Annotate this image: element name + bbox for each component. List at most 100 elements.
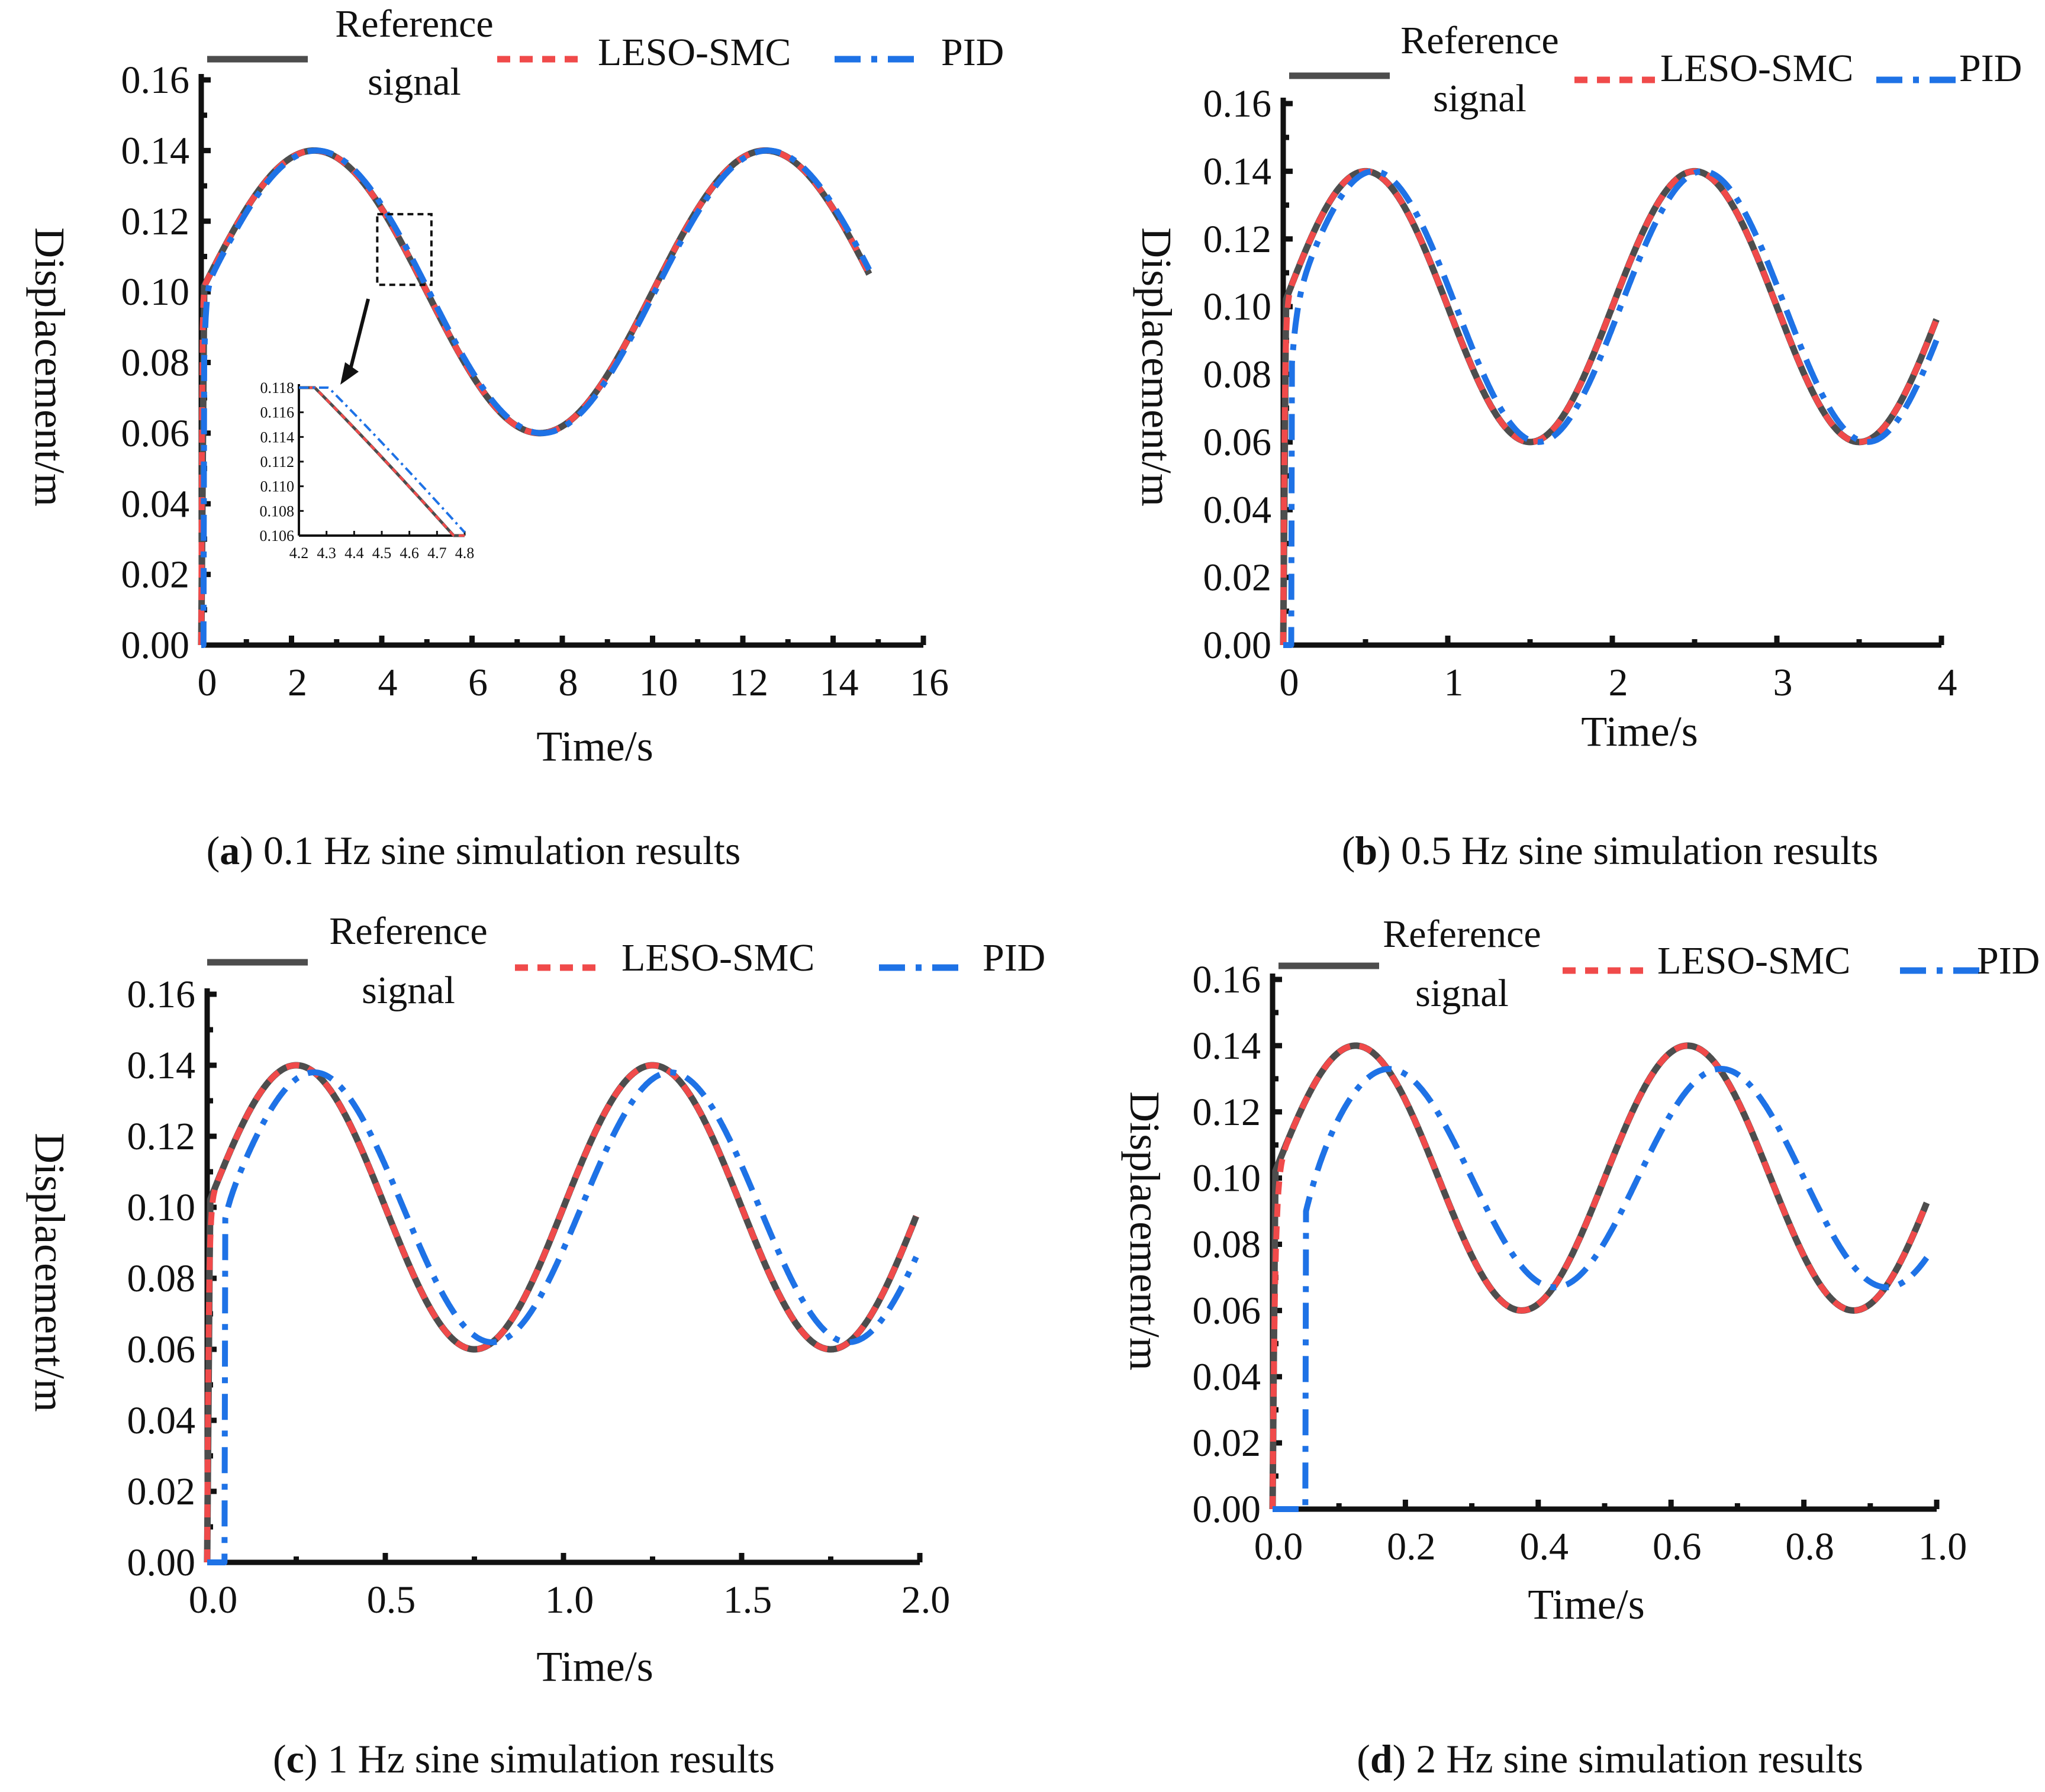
legend-reference-label: Reference bbox=[1400, 19, 1558, 62]
x-tick-label: 6 bbox=[468, 661, 488, 704]
y-axis-title: Displacement/m bbox=[1121, 1091, 1168, 1371]
legend-leso-smc-label: LESO-SMC bbox=[1657, 939, 1850, 982]
y-tick-label: 0.08 bbox=[1193, 1223, 1261, 1266]
y-axis-title: Displacement/m bbox=[1133, 227, 1180, 507]
y-tick-label: 0.14 bbox=[127, 1044, 196, 1087]
panel-caption: (a) 0.1 Hz sine simulation results bbox=[207, 828, 741, 873]
panel-caption: (b) 0.5 Hz sine simulation results bbox=[1342, 828, 1879, 873]
legend-reference-label-line2: signal bbox=[362, 969, 455, 1012]
legend-pid-label: PID bbox=[1959, 47, 2022, 90]
legend-leso-smc-label: LESO-SMC bbox=[621, 936, 814, 979]
zoom-arrow bbox=[347, 298, 371, 375]
x-tick-label: 0.5 bbox=[367, 1578, 416, 1622]
series-pid-line bbox=[1281, 168, 1940, 648]
y-tick-label: 0.00 bbox=[1193, 1488, 1261, 1531]
y-tick-label: 0.02 bbox=[1193, 1422, 1261, 1465]
y-tick-label: 0.12 bbox=[127, 1115, 196, 1158]
x-tick-label: 4 bbox=[1938, 661, 1957, 704]
y-tick-label: 0.00 bbox=[1203, 624, 1272, 667]
y-tick-label: 0.04 bbox=[127, 1399, 196, 1442]
caption-letter: b bbox=[1355, 828, 1377, 873]
inset-leso-smc-line bbox=[299, 386, 465, 537]
series-reference-line bbox=[1280, 167, 1940, 646]
x-tick-label: 2 bbox=[288, 661, 307, 704]
inset-x-tick-label: 4.5 bbox=[372, 544, 392, 562]
legend-reference-label-line2: signal bbox=[368, 60, 461, 104]
inset-y-tick-label: 0.112 bbox=[260, 453, 294, 470]
y-tick-label: 0.00 bbox=[121, 624, 190, 667]
y-tick-label: 0.12 bbox=[1193, 1091, 1261, 1134]
zoom-box bbox=[376, 212, 433, 286]
y-axis-title: Displacement/m bbox=[26, 227, 73, 507]
series-leso-smc-line bbox=[1270, 1042, 1930, 1510]
x-tick-label: 4 bbox=[378, 661, 398, 704]
legend-reference-label-line2: signal bbox=[1415, 972, 1509, 1015]
inset-x-tick-label: 4.8 bbox=[455, 544, 475, 562]
inset-y-tick-label: 0.110 bbox=[260, 478, 294, 495]
caption-letter: a bbox=[220, 828, 240, 873]
inset-x-tick-label: 4.3 bbox=[317, 544, 336, 562]
y-tick-label: 0.00 bbox=[127, 1541, 196, 1584]
x-axis-title: Time/s bbox=[536, 1643, 653, 1690]
inset-x-tick-label: 4.2 bbox=[289, 544, 309, 562]
y-tick-label: 0.02 bbox=[127, 1470, 196, 1513]
series-pid-line bbox=[199, 147, 872, 648]
chart-panel-c: 0.00 0.02 0.04 0.06 0.08 0.10 0.12 0.14 0.16 0.0 0… bbox=[26, 910, 1045, 1781]
x-tick-label: 1.0 bbox=[1918, 1525, 1967, 1568]
y-tick-label: 0.06 bbox=[1203, 421, 1272, 464]
y-tick-label: 0.08 bbox=[1203, 353, 1272, 397]
y-tick-label: 0.06 bbox=[127, 1328, 196, 1371]
x-tick-label: 1.0 bbox=[545, 1578, 594, 1622]
y-tick-label: 0.16 bbox=[1193, 958, 1261, 1001]
inset-y-tick-label: 0.118 bbox=[260, 379, 294, 397]
legend-leso-smc-label: LESO-SMC bbox=[1660, 47, 1853, 90]
x-tick-label: 10 bbox=[639, 661, 678, 704]
y-tick-label: 0.14 bbox=[1203, 150, 1272, 193]
x-tick-label: 0.2 bbox=[1387, 1525, 1436, 1568]
caption-letter: c bbox=[286, 1736, 304, 1781]
inset-y-tick-label: 0.108 bbox=[260, 502, 295, 520]
x-axis-title: Time/s bbox=[1528, 1581, 1644, 1628]
legend-leso-smc-label: LESO-SMC bbox=[598, 31, 791, 74]
legend-reference-label: Reference bbox=[329, 910, 487, 953]
y-tick-label: 0.06 bbox=[1193, 1289, 1261, 1332]
y-tick-label: 0.06 bbox=[121, 412, 190, 455]
series-reference-line bbox=[198, 147, 872, 646]
x-tick-label: 1.5 bbox=[723, 1578, 772, 1622]
legend-pid-label: PID bbox=[1977, 939, 2040, 982]
panel-caption: (c) 1 Hz sine simulation results bbox=[273, 1736, 775, 1781]
x-tick-label: 16 bbox=[910, 661, 949, 704]
caption-letter: d bbox=[1370, 1736, 1393, 1781]
y-tick-label: 0.04 bbox=[1193, 1355, 1261, 1398]
series-pid-line bbox=[1270, 1066, 1930, 1512]
x-tick-label: 3 bbox=[1773, 661, 1793, 704]
inset-pid-line bbox=[299, 386, 466, 533]
inset-x-tick-label: 4.4 bbox=[344, 544, 364, 562]
y-tick-label: 0.10 bbox=[1203, 285, 1272, 328]
x-tick-label: 0.8 bbox=[1785, 1525, 1834, 1568]
series-leso-smc-line bbox=[198, 147, 872, 646]
series-reference-line bbox=[1269, 1042, 1930, 1510]
inset-y-tick-label: 0.114 bbox=[260, 428, 294, 446]
x-axis-title: Time/s bbox=[536, 723, 653, 770]
inset-y-tick-label: 0.116 bbox=[260, 404, 294, 421]
series-leso-smc-line bbox=[1280, 168, 1940, 646]
chart-panel-a: 0.00 0.02 0.04 0.06 0.08 0.10 0.12 0.14 0.16 0 2 4 6… bbox=[26, 2, 1004, 873]
legend-reference-label: Reference bbox=[1383, 913, 1541, 956]
zoom-arrow-head bbox=[340, 362, 359, 385]
y-tick-label: 0.04 bbox=[121, 482, 190, 526]
y-tick-label: 0.16 bbox=[127, 973, 196, 1016]
y-tick-label: 0.14 bbox=[1193, 1024, 1261, 1068]
x-tick-label: 0 bbox=[1280, 661, 1299, 704]
y-axis-title: Displacement/m bbox=[26, 1133, 73, 1412]
y-tick-label: 0.12 bbox=[1203, 218, 1272, 261]
chart-panel-d: 0.00 0.02 0.04 0.06 0.08 0.10 0.12 0.14 0.16 0.0 0… bbox=[1121, 913, 2040, 1781]
y-tick-label: 0.08 bbox=[127, 1257, 196, 1300]
x-tick-label: 0.0 bbox=[1254, 1525, 1303, 1568]
y-tick-label: 0.10 bbox=[1193, 1157, 1261, 1200]
y-tick-label: 0.02 bbox=[121, 553, 190, 597]
inset-reference-line bbox=[299, 386, 465, 537]
x-tick-label: 0 bbox=[198, 661, 217, 704]
x-tick-label: 0.4 bbox=[1520, 1525, 1569, 1568]
zoom-inset: 0.106 0.108 0.110 0.112 0.114 0.116 0.118 4.2 4.… bbox=[260, 212, 475, 562]
